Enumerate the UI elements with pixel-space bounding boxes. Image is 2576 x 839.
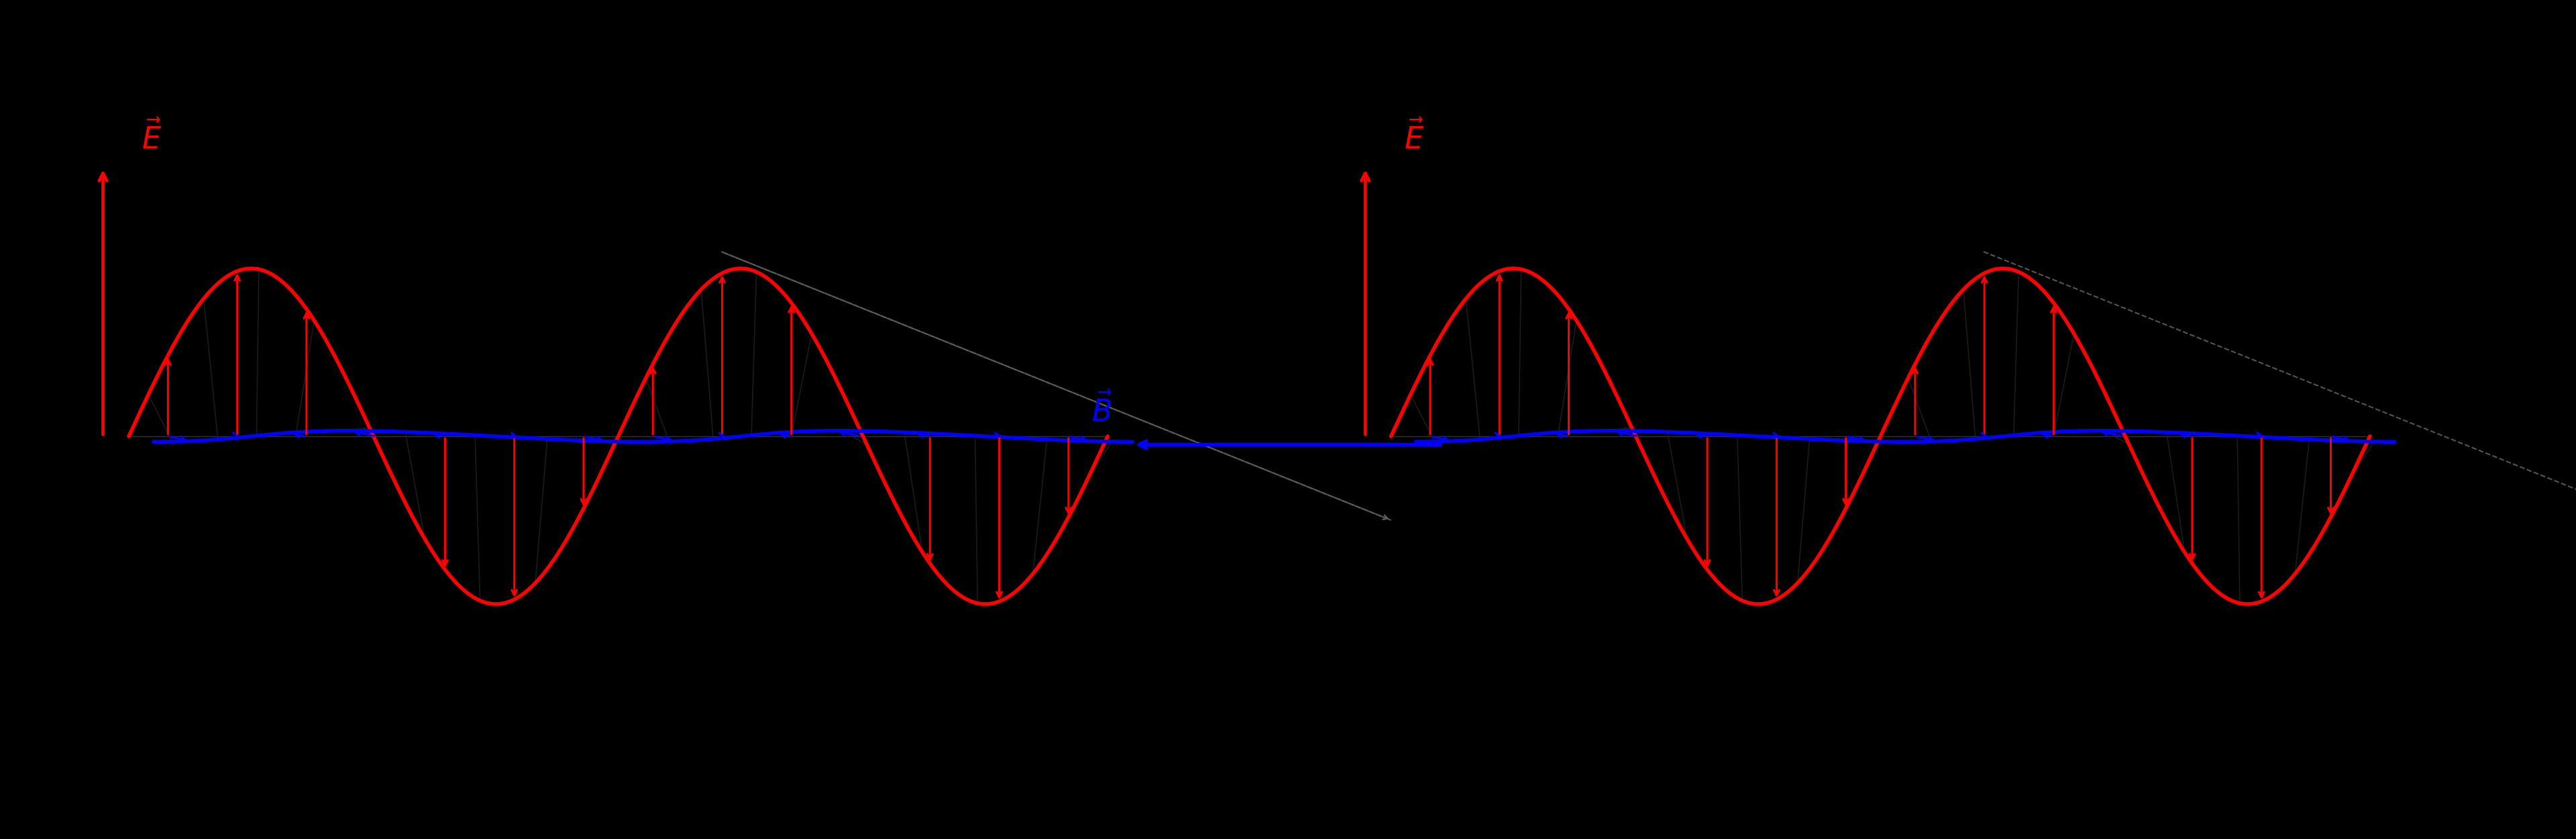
Text: $\vec{B}$: $\vec{B}$ <box>1092 393 1113 428</box>
Text: $\vec{E}$: $\vec{E}$ <box>1404 121 1425 155</box>
Text: $\vec{E}$: $\vec{E}$ <box>142 121 162 155</box>
